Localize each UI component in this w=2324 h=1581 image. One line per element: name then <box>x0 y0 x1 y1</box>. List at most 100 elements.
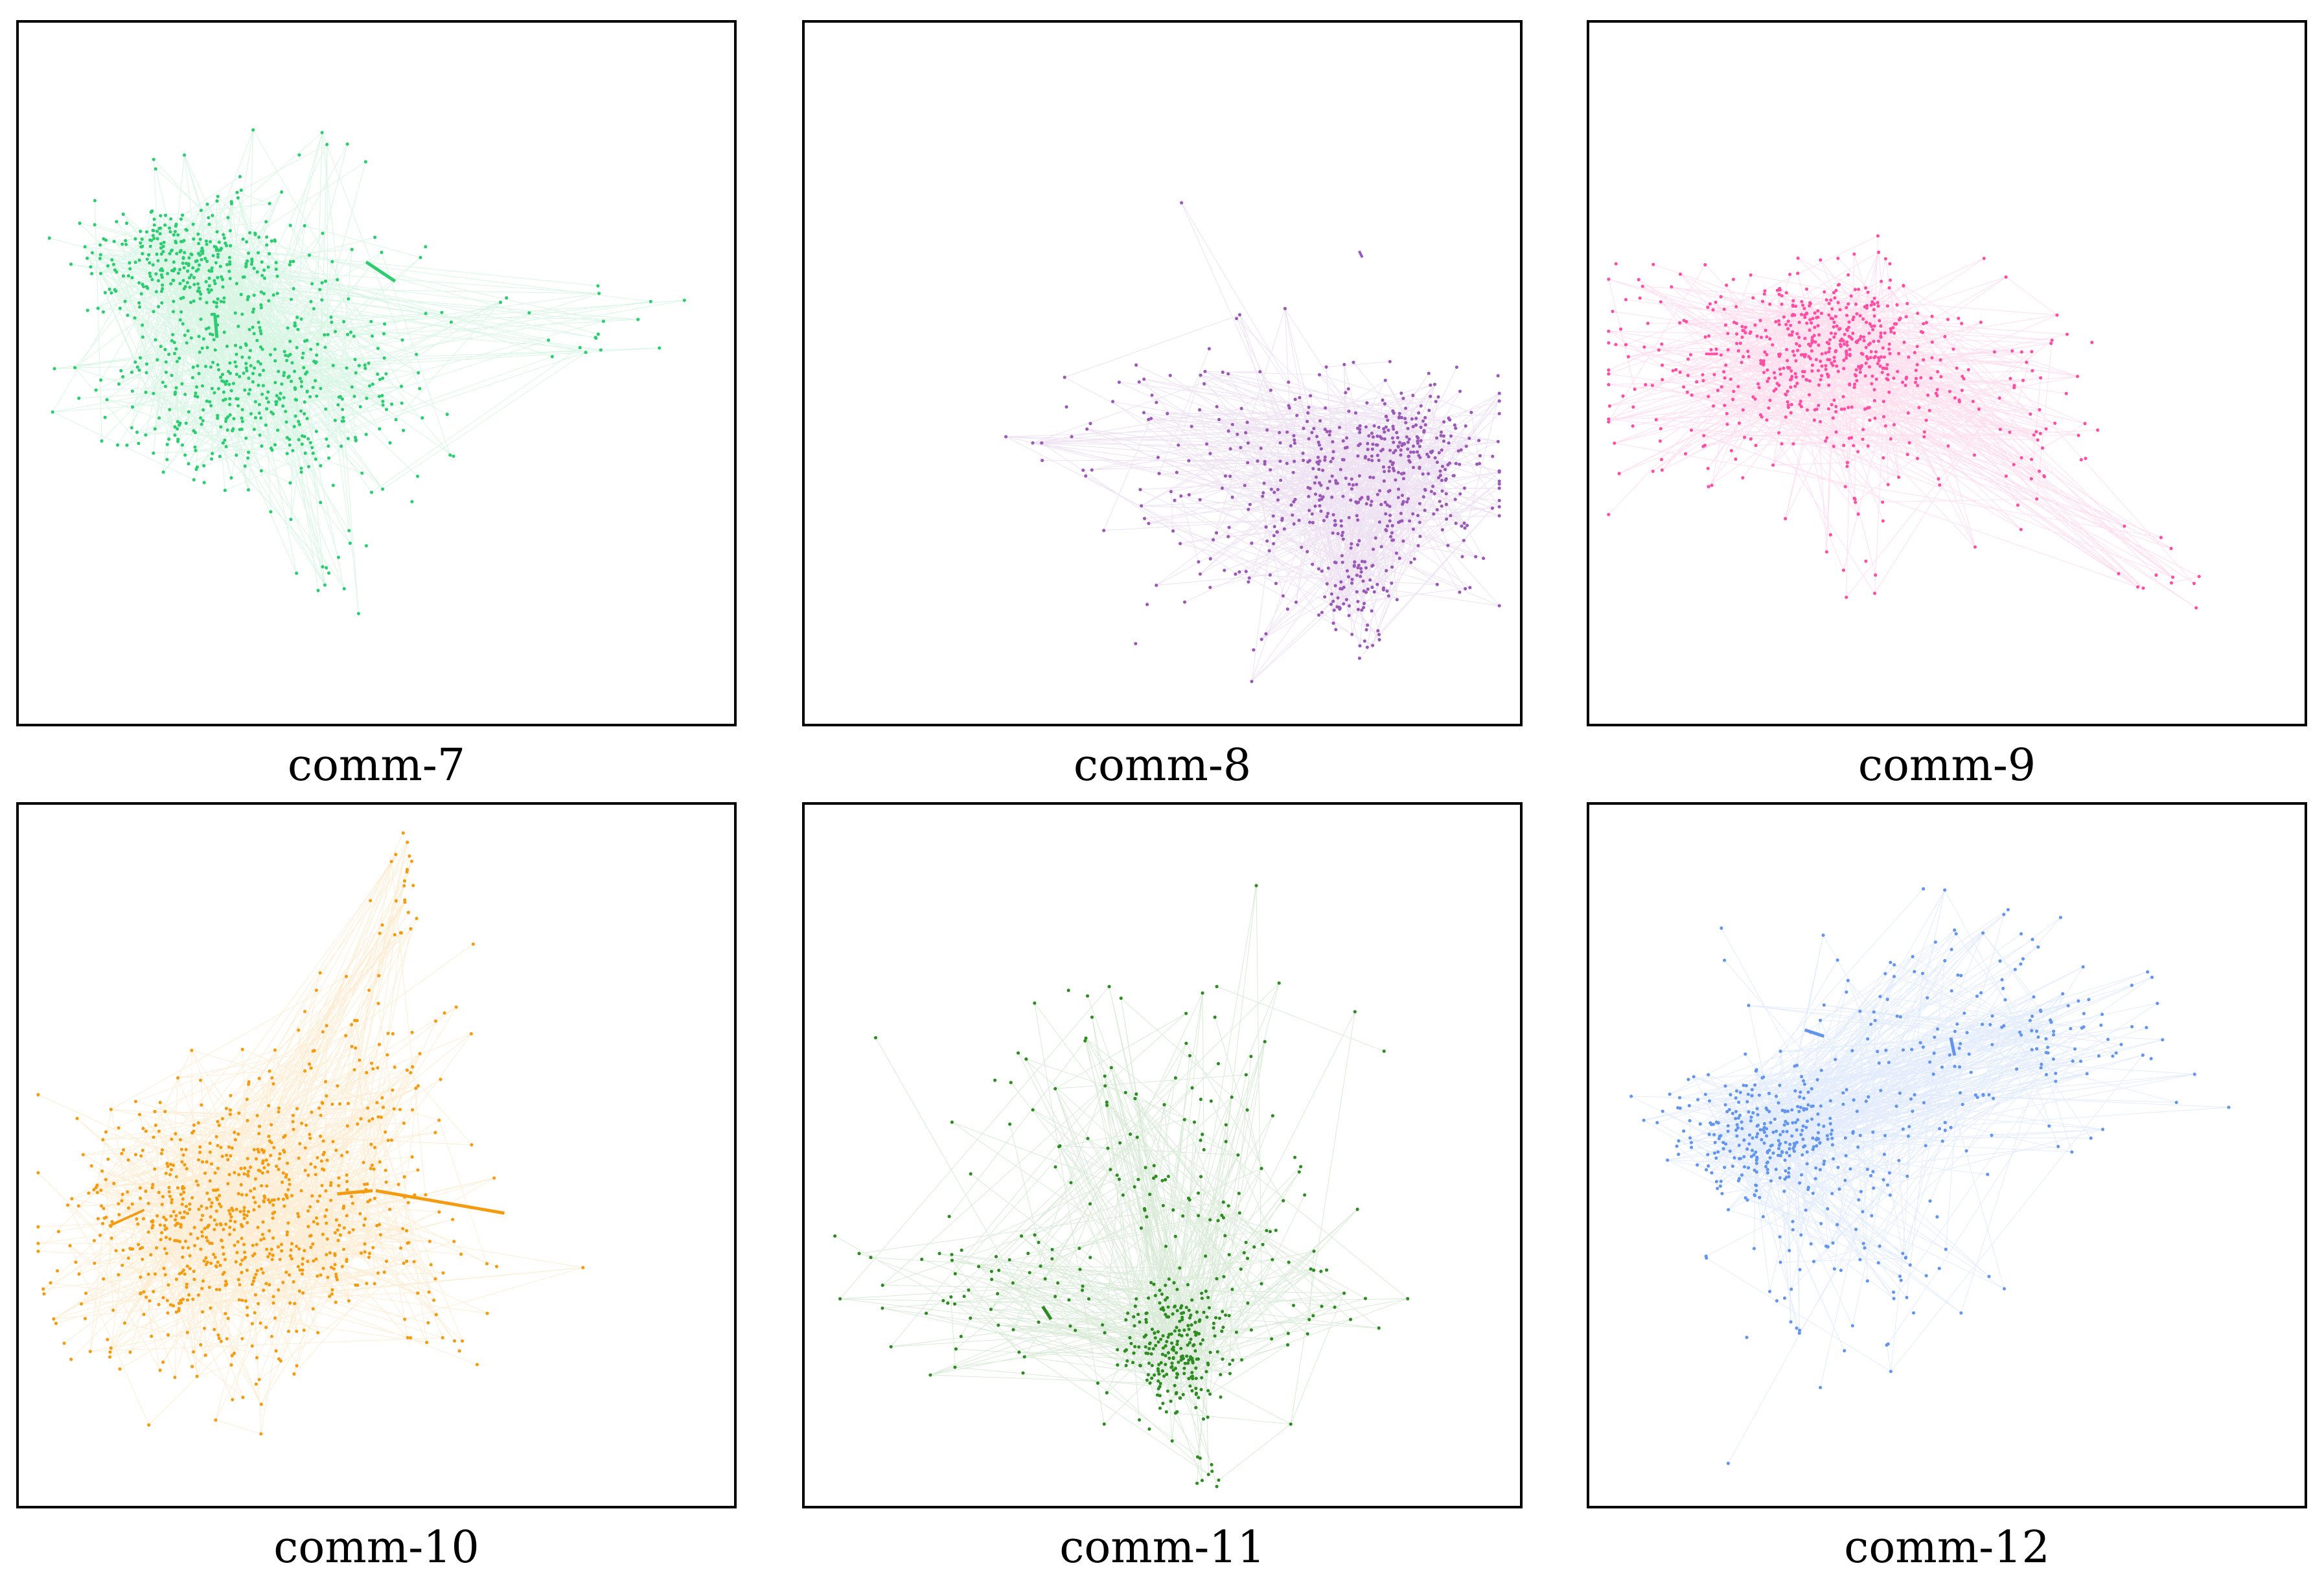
graph-node <box>254 1382 258 1386</box>
graph-node <box>1149 417 1153 421</box>
graph-node <box>1184 1306 1188 1310</box>
graph-node <box>1250 541 1254 545</box>
graph-node <box>928 1373 932 1377</box>
graph-node <box>1777 323 1781 327</box>
graph-node <box>1881 456 1885 460</box>
graph-node <box>363 160 368 164</box>
graph-node <box>307 1062 312 1066</box>
graph-node <box>2019 932 2023 936</box>
graph-node <box>229 244 233 248</box>
edge-group <box>1006 202 1500 682</box>
graph-node <box>1799 405 1804 409</box>
graph-node <box>1901 1251 1905 1256</box>
graph-node <box>1310 430 1314 435</box>
graph-node <box>1768 398 1772 402</box>
graph-node <box>260 273 264 277</box>
graph-node <box>1204 1370 1208 1374</box>
graph-node <box>439 1078 443 1081</box>
graph-node <box>144 1295 148 1299</box>
graph-node <box>1490 506 1495 510</box>
graph-node <box>1855 1109 1859 1113</box>
graph-node <box>1128 1335 1132 1340</box>
graph-node <box>205 1239 209 1243</box>
graph-node <box>98 253 102 257</box>
graph-node <box>1808 379 1812 383</box>
graph-node <box>1385 524 1390 528</box>
graph-node <box>1460 524 1464 528</box>
graph-node <box>1298 396 1302 400</box>
graph-node <box>157 305 161 308</box>
graph-node <box>260 1232 264 1236</box>
graph-node <box>172 267 177 271</box>
graph-node <box>1355 483 1359 487</box>
graph-node <box>2154 573 2158 577</box>
graph-node <box>163 1247 167 1251</box>
graph-node <box>1818 420 1823 424</box>
graph-node <box>1958 1091 1962 1095</box>
graph-node <box>347 297 351 301</box>
graph-node <box>316 342 319 346</box>
graph-node <box>199 1247 203 1251</box>
graph-node <box>1419 425 1423 429</box>
graph-node <box>1870 374 1874 378</box>
graph-node <box>312 360 316 364</box>
graph-node <box>180 382 184 386</box>
graph-node <box>1799 312 1804 316</box>
graph-node <box>1419 404 1423 408</box>
graph-node <box>288 481 292 485</box>
graph-node <box>1462 521 1466 525</box>
graph-node <box>1341 494 1345 498</box>
graph-node <box>1702 433 1706 437</box>
graph-node <box>1766 368 1769 372</box>
graph-node <box>237 1298 241 1302</box>
graph-node <box>1852 496 1856 500</box>
graph-node <box>1703 335 1707 339</box>
graph-node <box>1843 1136 1847 1140</box>
graph-node <box>1142 377 1146 381</box>
graph-node <box>255 1114 259 1118</box>
graph-node <box>337 1184 341 1188</box>
graph-node <box>2053 421 2057 425</box>
graph-node <box>99 378 103 382</box>
graph-node <box>89 1164 93 1168</box>
graph-node <box>333 330 338 334</box>
graph-node <box>155 1214 159 1218</box>
graph-node <box>1317 467 1321 471</box>
graph-node <box>2002 912 2006 916</box>
graph-node <box>222 1252 225 1256</box>
graph-node <box>1200 1376 1204 1379</box>
graph-node <box>1307 494 1311 498</box>
graph-node <box>189 252 193 256</box>
graph-node <box>1660 468 1664 472</box>
graph-node <box>1867 406 1871 410</box>
graph-node <box>1464 424 1467 428</box>
graph-node <box>1762 1125 1766 1129</box>
graph-node <box>2000 1025 2004 1030</box>
graph-node <box>1820 364 1824 368</box>
graph-node <box>311 1049 315 1053</box>
graph-node <box>1197 1191 1201 1195</box>
graph-node <box>188 285 192 289</box>
graph-node <box>1175 1326 1179 1330</box>
graph-node <box>200 1103 203 1107</box>
graph-node <box>1173 1383 1177 1387</box>
graph-node <box>1315 435 1319 439</box>
graph-node <box>2054 1071 2058 1076</box>
graph-node <box>1788 1142 1792 1146</box>
graph-node <box>1274 1229 1278 1232</box>
graph-node <box>407 1241 411 1245</box>
graph-node <box>268 1252 271 1256</box>
graph-node <box>1725 1110 1729 1114</box>
graph-node <box>1789 402 1793 406</box>
graph-node <box>88 1350 92 1354</box>
graph-node <box>277 1110 281 1114</box>
graph-node <box>1784 291 1788 295</box>
graph-node <box>1138 1320 1142 1324</box>
graph-node <box>1791 1219 1795 1223</box>
graph-node <box>1333 560 1337 564</box>
graph-node <box>1396 444 1400 448</box>
graph-node <box>359 1117 363 1121</box>
graph-node <box>1841 568 1846 572</box>
graph-node <box>1491 454 1495 458</box>
graph-node <box>1435 583 1439 586</box>
